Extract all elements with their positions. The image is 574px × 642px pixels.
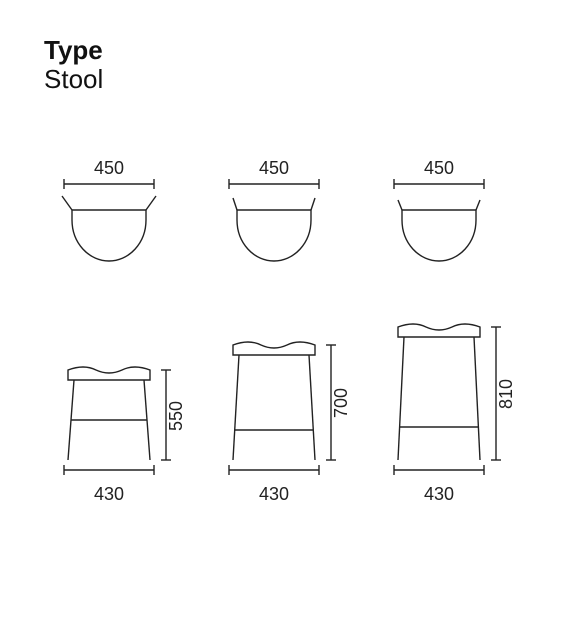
dim-height-2: 700 [331, 388, 351, 418]
dim-base-width-3: 430 [424, 484, 454, 504]
dim-height-3: 810 [496, 379, 516, 409]
drawing-grid: 450 [44, 160, 544, 610]
dim-base-width-2: 430 [259, 484, 289, 504]
top-view-1 [62, 196, 156, 261]
front-view-2: 700 [229, 342, 351, 475]
dim-top-width-2: 450 [259, 160, 289, 178]
top-view-3 [398, 200, 480, 261]
page-title: Type [44, 36, 574, 65]
dim-height-1: 550 [166, 401, 186, 431]
technical-drawing: 450 [44, 160, 544, 610]
page-subtitle: Stool [44, 65, 574, 94]
top-view-2 [233, 198, 315, 261]
front-view-1: 550 [64, 367, 186, 475]
dim-base-width-1: 430 [94, 484, 124, 504]
dim-top-width-3: 450 [424, 160, 454, 178]
front-view-3: 810 [394, 324, 516, 475]
dim-top-width-1: 450 [94, 160, 124, 178]
